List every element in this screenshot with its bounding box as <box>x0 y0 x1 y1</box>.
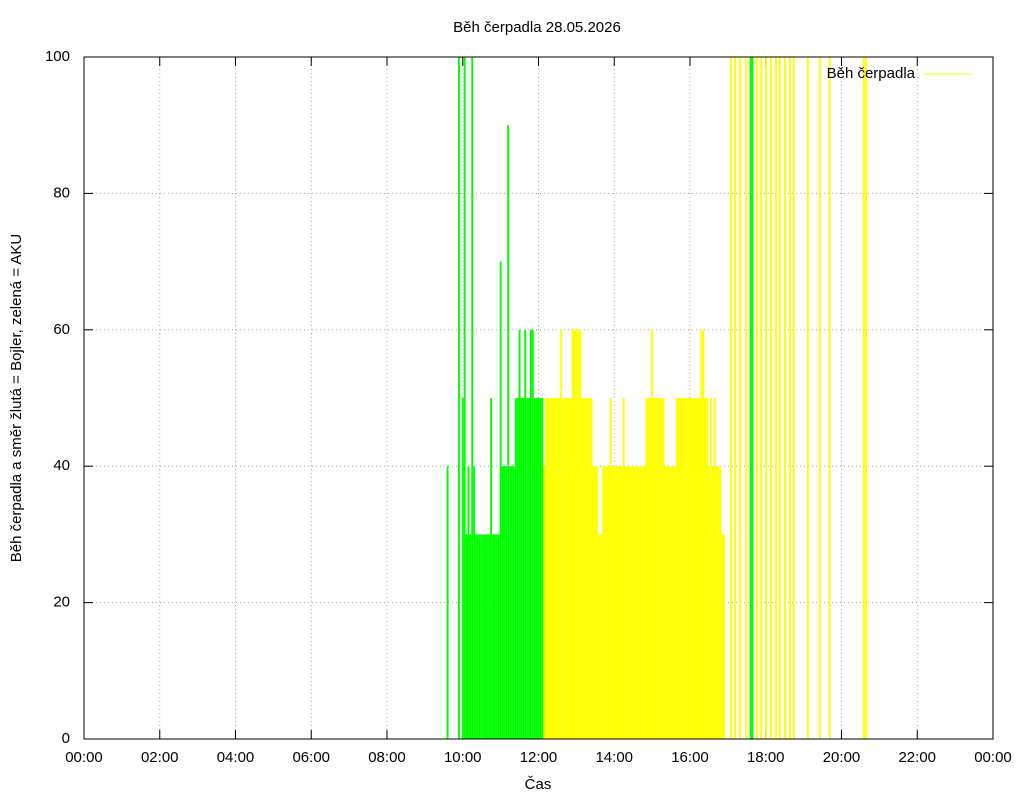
y-tick-label: 0 <box>62 730 70 747</box>
plot-border <box>83 56 994 740</box>
y-tick-label: 40 <box>53 457 70 474</box>
x-tick-label: 22:00 <box>898 749 936 766</box>
x-tick-label: 08:00 <box>368 749 406 766</box>
x-tick-label: 20:00 <box>823 749 861 766</box>
x-tick-label: 02:00 <box>141 749 179 766</box>
x-tick-label: 12:00 <box>520 749 558 766</box>
x-tick-label: 16:00 <box>671 749 709 766</box>
x-tick-label: 10:00 <box>444 749 482 766</box>
legend-label: Běh čerpadla <box>827 65 916 82</box>
x-axis-label: Čas <box>525 776 552 793</box>
chart-title: Běh čerpadla 28.05.2026 <box>453 19 621 36</box>
x-tick-label: 18:00 <box>747 749 785 766</box>
y-tick-label: 20 <box>53 594 70 611</box>
x-tick-label: 00:00 <box>974 749 1012 766</box>
y-axis-label: Běh čerpadla a směr žlutá = Bojler, zele… <box>8 234 25 563</box>
y-tick-label: 60 <box>53 321 70 338</box>
y-tick-label: 80 <box>53 184 70 201</box>
x-tick-label: 04:00 <box>217 749 255 766</box>
x-tick-label: 06:00 <box>292 749 330 766</box>
y-tick-label: 100 <box>45 48 70 65</box>
x-tick-label: 14:00 <box>595 749 633 766</box>
x-tick-label: 00:00 <box>65 749 103 766</box>
